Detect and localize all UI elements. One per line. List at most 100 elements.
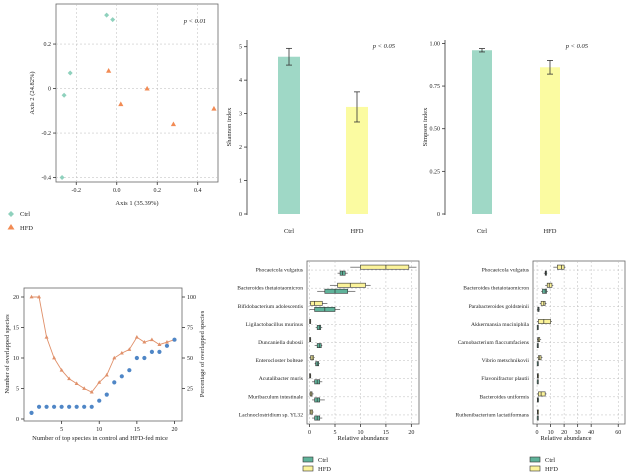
pcoa-y-tick-label: -0.2 [42,131,52,137]
box-right-species-label: Parabacteroides goldsteinii [469,304,530,310]
overlap-count-point [36,404,42,409]
overlap-count-point [44,404,49,409]
overlap-count-point [149,349,155,354]
box-right-species-label: Phocaeicola vulgatus [482,268,529,274]
overlap-count-point [59,404,64,409]
box-right-species-label: Flavonifractor plautii [481,375,529,382]
overlap-percent-point [52,355,57,360]
box-right-x-tick-label: 30 [575,430,581,436]
overlap-left-tick-label: 10 [13,356,19,362]
box-left-species-label: Muribaculum intestinale [248,394,303,400]
box-right-x-tick-label: 60 [615,430,621,436]
overlap-percent-point [134,335,139,339]
box-right-species-label: Bacteroides uniformis [479,393,529,400]
box-left-box-hfd [310,300,323,306]
pcoa-x-tick-label: 0.0 [113,188,121,194]
overlap-frame [23,287,183,422]
legend-ctrl-label: Ctrl [20,211,30,218]
box-left-box-ctrl [316,325,322,330]
shannon-bar-hfd [346,106,368,214]
simpson-y-tick-label: 0.25 [430,169,441,175]
overlap-count-point [51,404,57,409]
overlap-left-tick-label: 15 [13,326,19,332]
box-right-x-tick-label: 10 [548,430,554,436]
overlap-percent-point [149,337,154,342]
overlap-x-tick-label: 20 [171,427,177,433]
overlap-right-tick-label: 25 [187,387,193,393]
overlap-count-point [67,404,72,409]
overlap-right-label: Percentage of overlapped species [199,310,206,397]
shannon-y-tick-label: 4 [239,78,242,84]
hfd-top-x-label: Relative abundance [540,435,591,442]
shannon-y-tick-label: 3 [239,112,242,118]
simpson-y-tick-label: 0.75 [430,84,441,90]
shannon-category-label: HFD [350,228,363,235]
pcoa-y-tick-label: 0 [48,87,51,93]
overlap-x-tick-label: 15 [134,427,140,433]
overlap-right-tick-label: 50 [187,356,193,362]
simpson-bar-hfd [540,67,560,214]
box-right-species-label: Bacteroides thetaiotaomicron [463,286,529,292]
box-left-species-label: Phocaeicola vulgatus [256,268,303,274]
legend-hfd-label: HFD [20,225,33,232]
ctrl-top-x-label: Relative abundance [337,435,388,442]
overlap-percent-point [82,386,87,390]
simpson-y-label: Simpson index [422,107,429,147]
overlap-left-tick-label: 20 [13,295,19,301]
box-left-x-tick-label: 0 [308,430,311,436]
box-left-box-hfd [360,264,410,270]
overlap-percent-point [29,294,34,299]
box-right-box-hfd [538,319,551,324]
box-left-x-tick-label: 10 [357,430,363,436]
overlap-left-tick-label: 5 [16,387,19,393]
overlap-count-point [89,404,94,409]
legend-hfd-marker [7,224,15,230]
overlap-count-point [157,349,162,354]
pcoa-x-label: Axis 1 (35.39%) [115,200,158,207]
pcoa-point-ctrl [110,17,116,23]
simpson-bar-ctrl [472,50,492,215]
box-left-x-tick-label: 15 [383,430,389,436]
overlap-percent-point [89,389,94,394]
overlap-percent-point [59,368,64,372]
overlap-x-tick-label: 5 [60,427,63,433]
box-right-box-ctrl [542,288,547,294]
overlap-percent-point [127,347,132,351]
legend-ctrl-box [302,456,314,463]
legend-ctrl-text-right: Ctrl [545,457,555,464]
overlap-percent-point [112,355,117,360]
box-right-species-label: Vibrio metschnikovii [482,358,530,364]
box-right-species-label: Carnobacterium flaccumfaciens [458,339,529,346]
overlap-percent-point [67,376,72,381]
box-right-x-tick-label: 20 [561,430,567,436]
overlap-percent-point [157,342,162,346]
box-left-box-ctrl [316,343,322,348]
overlap-percent-point [37,294,42,299]
simpson-p-value: p < 0.05 [565,43,589,50]
legend-hfd-text-right: HFD [545,466,558,473]
pcoa-point-ctrl [67,70,73,76]
pcoa-x-tick-label: 0.2 [154,188,162,194]
pcoa-x-tick-label: -0.2 [72,188,82,194]
overlap-count-point [104,392,109,397]
simpson-panel: 0 0.25 0.50 0.75 1.00 Ctrl HFD p < 0.05 Simps… [422,40,589,235]
overlap-right-tick-label: 75 [187,326,193,332]
overlap-right-tick-label: 100 [187,295,196,301]
legend-ctrl-text: Ctrl [318,457,328,464]
pcoa-point-hfd [170,121,177,127]
overlap-count-point [164,343,170,348]
box-right-species-label: Akkermansia muciniphila [471,322,529,328]
legend-hfd-box-right [529,465,541,472]
box-left-species-label: Bacteroides thetaiotaomicron [237,286,303,292]
overlap-left-label: Number of overlapped species [4,314,11,394]
simpson-y-tick-label: 0.50 [430,127,441,133]
box-left-species-label: Enterocloster bolteae [256,358,304,364]
pcoa-frame [55,3,219,183]
pcoa-point-hfd [211,105,217,111]
shannon-y-tick-label: 1 [239,179,242,185]
overlap-percent-point [104,372,109,377]
box-left-x-tick-label: 20 [408,430,414,436]
box-right-x-tick-label: 0 [536,430,539,436]
overlap-percent-point [164,339,169,344]
pcoa-p-value: p < 0.01 [183,18,206,25]
